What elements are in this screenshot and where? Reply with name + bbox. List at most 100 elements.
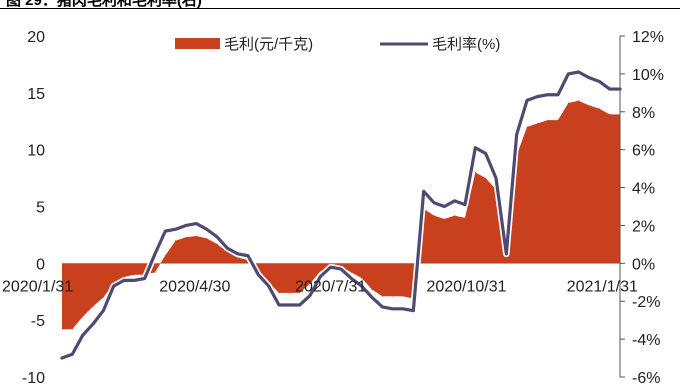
gross-profit-point <box>92 306 94 308</box>
gross-profit-point <box>61 328 63 330</box>
gross-profit-point <box>433 215 435 217</box>
gross-margin-point <box>412 310 414 312</box>
gross-margin-point <box>82 334 84 336</box>
gross-profit-point <box>443 218 445 220</box>
gross-margin-line-group <box>58 68 624 362</box>
gross-margin-point <box>319 276 321 278</box>
gross-margin-point <box>485 152 487 154</box>
gross-profit-point <box>154 271 156 273</box>
gross-profit-point <box>278 292 280 294</box>
gross-margin-point <box>340 268 342 270</box>
left-y-tick-label: 20 <box>27 29 45 46</box>
legend: 毛利(元/千克) 毛利率(%) <box>175 36 500 53</box>
gross-margin-point <box>216 236 218 238</box>
gross-margin-point <box>102 310 104 312</box>
gross-margin-point <box>309 295 311 297</box>
gross-margin-point <box>350 277 352 279</box>
left-y-tick-label: -10 <box>22 370 45 385</box>
gross-margin-point <box>361 285 363 287</box>
gross-margin-point <box>299 304 301 306</box>
gross-margin-point <box>185 224 187 226</box>
gross-profit-point <box>402 295 404 297</box>
right-y-tick-label: -4% <box>632 332 660 349</box>
gross-profit-point <box>557 119 559 121</box>
gross-margin-point <box>133 279 135 281</box>
x-tick-label: 2020/4/30 <box>159 278 230 295</box>
gross-profit-point <box>299 292 301 294</box>
right-y-tick-label: 4% <box>632 181 655 198</box>
gross-profit-point <box>578 100 580 102</box>
left-y-tick-label: -5 <box>31 313 45 330</box>
gross-margin-point <box>175 228 177 230</box>
gross-margin-point <box>268 285 270 287</box>
gross-margin-point <box>113 285 115 287</box>
gross-profit-point <box>102 296 104 298</box>
gross-margin-point <box>144 277 146 279</box>
gross-margin-point <box>609 88 611 90</box>
gross-margin-point <box>557 94 559 96</box>
figure-title: 图 29：猪肉毛利和毛利率(右) <box>6 0 674 8</box>
gross-profit-point <box>392 295 394 297</box>
left-y-tick-label: 0 <box>36 256 45 273</box>
right-y-tick-label: 6% <box>632 143 655 160</box>
gross-margin-point <box>567 73 569 75</box>
gross-profit-point <box>206 237 208 239</box>
gross-margin-point <box>526 99 528 101</box>
gross-profit-point <box>598 108 600 110</box>
gross-margin-point <box>443 206 445 207</box>
gross-profit-point <box>609 113 611 115</box>
gross-margin-point <box>578 71 580 73</box>
gross-margin-point <box>598 80 600 82</box>
gross-profit-point <box>319 270 321 272</box>
right-y-tick-label: 2% <box>632 218 655 235</box>
right-y-axis: -6% -4% -2% 0% 2% 4% 6% 8% 10% 12% <box>619 29 664 385</box>
x-axis: 2020/1/31 2020/4/30 2020/7/31 2020/10/31 202… <box>2 278 638 295</box>
gross-profit-point <box>216 243 218 245</box>
gross-profit-point <box>309 283 311 285</box>
gross-margin-point <box>516 134 518 136</box>
legend-label-gross-margin: 毛利率(%) <box>432 36 500 53</box>
gross-profit-point <box>71 328 73 330</box>
right-y-tick-label: -6% <box>632 370 660 385</box>
gross-margin-point <box>536 96 538 98</box>
title-rule <box>0 8 680 9</box>
gross-margin-point <box>371 296 373 298</box>
gross-margin-point <box>547 94 549 96</box>
left-y-axis: -10 -5 0 5 10 15 20 <box>22 29 45 385</box>
gross-margin-point <box>257 274 259 276</box>
gross-profit-point <box>371 288 373 290</box>
gross-profit-point <box>485 177 487 179</box>
gross-profit-point <box>526 126 528 128</box>
gross-margin-point <box>392 308 394 310</box>
left-y-tick-label: 5 <box>36 200 45 217</box>
gross-profit-point <box>164 254 166 256</box>
gross-profit-point <box>464 217 466 219</box>
x-tick-label: 2021/1/31 <box>567 278 638 295</box>
legend-swatch-gross-profit <box>175 38 220 49</box>
gross-profit-point <box>237 257 239 259</box>
gross-profit-point <box>133 274 135 276</box>
gross-margin-point <box>505 253 507 255</box>
gross-margin-point <box>71 353 73 355</box>
gross-profit-point <box>82 316 84 318</box>
gross-profit-point <box>588 104 590 106</box>
gross-margin-point <box>92 323 94 325</box>
gross-profit-area <box>62 100 620 330</box>
gross-margin-point <box>464 204 466 206</box>
gross-margin-point <box>402 308 404 310</box>
gross-margin-point <box>247 255 249 257</box>
gross-profit-point <box>350 271 352 273</box>
gross-margin-point <box>195 223 197 225</box>
gross-margin-point <box>474 147 476 149</box>
gross-margin-point <box>154 253 156 255</box>
gross-margin-point <box>495 177 497 179</box>
gross-margin-point <box>206 228 208 230</box>
gross-margin-point <box>123 279 125 281</box>
left-y-tick-label: 15 <box>27 86 45 103</box>
left-y-tick-label: 10 <box>27 143 45 160</box>
legend-label-gross-profit: 毛利(元/千克) <box>224 36 313 53</box>
gross-profit-point <box>361 277 363 279</box>
gross-profit-point <box>474 171 476 173</box>
gross-margin-point <box>588 77 590 79</box>
